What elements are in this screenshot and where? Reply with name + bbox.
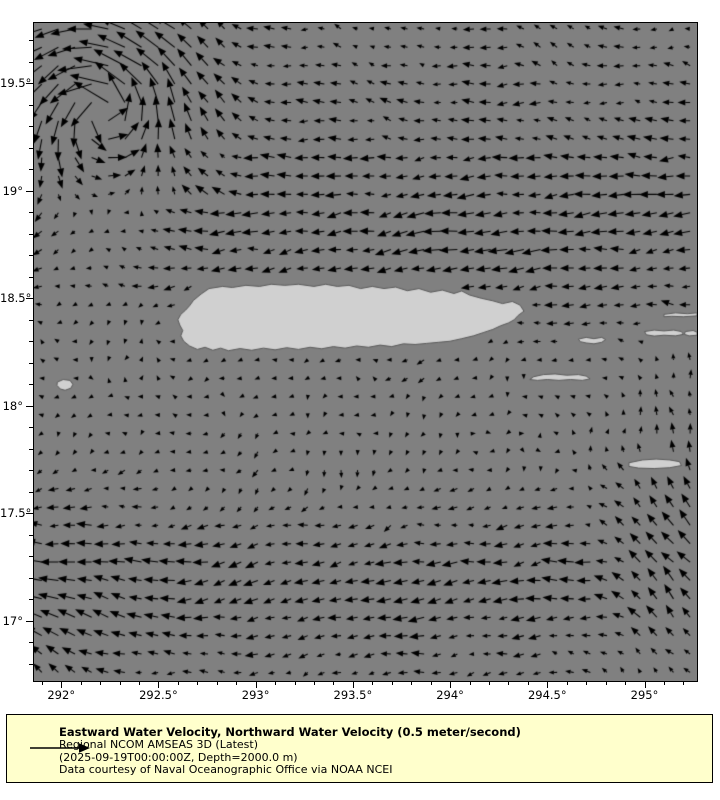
x-minor-tick bbox=[138, 681, 140, 685]
ocean-current-vector-field[interactable] bbox=[34, 23, 697, 681]
y-axis-tick-label: 19.5° bbox=[0, 76, 32, 91]
x-major-tick bbox=[61, 681, 63, 688]
y-minor-tick bbox=[29, 427, 33, 429]
x-minor-tick bbox=[605, 681, 607, 685]
x-minor-tick bbox=[586, 681, 588, 685]
legend-panel: Eastward Water Velocity, Northward Water… bbox=[6, 714, 713, 783]
x-minor-tick bbox=[663, 681, 665, 685]
x-minor-tick bbox=[177, 681, 179, 685]
x-minor-tick bbox=[566, 681, 568, 685]
y-minor-tick bbox=[29, 362, 33, 364]
x-minor-tick bbox=[488, 681, 490, 685]
y-axis-tick-label: 17° bbox=[2, 613, 23, 628]
x-minor-tick bbox=[197, 681, 199, 685]
y-minor-tick bbox=[29, 233, 33, 235]
legend-title: Eastward Water Velocity, Northward Water… bbox=[59, 725, 521, 739]
y-axis-tick-label: 19° bbox=[2, 183, 23, 198]
x-major-tick bbox=[158, 681, 160, 688]
y-minor-tick bbox=[29, 169, 33, 171]
x-minor-tick bbox=[294, 681, 296, 685]
y-major-tick bbox=[26, 83, 33, 85]
x-minor-tick bbox=[372, 681, 374, 685]
x-minor-tick bbox=[625, 681, 627, 685]
y-minor-tick bbox=[29, 663, 33, 665]
x-minor-tick bbox=[275, 681, 277, 685]
y-major-tick bbox=[26, 620, 33, 622]
x-axis-tick-label: 293° bbox=[241, 688, 270, 702]
legend-time-depth-line: (2025-09-19T00:00:00Z, Depth=2000.0 m) bbox=[59, 750, 298, 764]
y-minor-tick bbox=[29, 599, 33, 601]
y-minor-tick bbox=[29, 276, 33, 278]
y-minor-tick bbox=[29, 577, 33, 579]
legend-text-block: Eastward Water Velocity, Northward Water… bbox=[59, 726, 521, 777]
x-minor-tick bbox=[313, 681, 315, 685]
y-minor-tick bbox=[29, 642, 33, 644]
x-minor-tick bbox=[80, 681, 82, 685]
x-minor-tick bbox=[469, 681, 471, 685]
y-minor-tick bbox=[29, 147, 33, 149]
y-minor-tick bbox=[29, 448, 33, 450]
x-minor-tick bbox=[41, 681, 43, 685]
y-minor-tick bbox=[29, 40, 33, 42]
y-axis-tick-label: 18.5° bbox=[0, 291, 32, 306]
x-minor-tick bbox=[508, 681, 510, 685]
y-axis-tick-label: 18° bbox=[2, 398, 23, 413]
reference-vector-arrow-icon bbox=[30, 743, 90, 753]
x-minor-tick bbox=[391, 681, 393, 685]
y-minor-tick bbox=[29, 556, 33, 558]
x-minor-tick bbox=[683, 681, 685, 685]
x-axis-tick-label: 295° bbox=[630, 688, 659, 702]
y-minor-tick bbox=[29, 255, 33, 257]
y-major-tick bbox=[26, 190, 33, 192]
y-major-tick bbox=[26, 513, 33, 515]
x-major-tick bbox=[547, 681, 549, 688]
y-minor-tick bbox=[29, 104, 33, 106]
y-minor-tick bbox=[29, 212, 33, 214]
x-minor-tick bbox=[100, 681, 102, 685]
x-axis-tick-label: 294° bbox=[436, 688, 464, 702]
x-axis-tick-label: 293.5° bbox=[333, 688, 373, 702]
y-minor-tick bbox=[29, 384, 33, 386]
x-minor-tick bbox=[333, 681, 335, 685]
y-minor-tick bbox=[29, 491, 33, 493]
y-minor-tick bbox=[29, 534, 33, 536]
x-major-tick bbox=[644, 681, 646, 688]
legend-attribution-line: Data courtesy of Naval Oceanographic Off… bbox=[59, 763, 393, 777]
x-minor-tick bbox=[236, 681, 238, 685]
x-minor-tick bbox=[216, 681, 218, 685]
y-minor-tick bbox=[29, 126, 33, 128]
y-major-tick bbox=[26, 298, 33, 300]
y-axis-tick-label: 17.5° bbox=[0, 506, 32, 521]
x-axis-tick-label: 294.5° bbox=[527, 688, 567, 702]
y-minor-tick bbox=[29, 61, 33, 63]
x-minor-tick bbox=[411, 681, 413, 685]
x-axis-tick-label: 292.5° bbox=[139, 688, 178, 702]
map-plot-area[interactable] bbox=[33, 22, 698, 682]
y-minor-tick bbox=[29, 341, 33, 343]
y-major-tick bbox=[26, 405, 33, 407]
x-major-tick bbox=[450, 681, 452, 688]
y-minor-tick bbox=[29, 319, 33, 321]
x-major-tick bbox=[255, 681, 257, 688]
x-minor-tick bbox=[527, 681, 529, 685]
x-axis-tick-label: 292° bbox=[47, 688, 76, 702]
y-minor-tick bbox=[29, 470, 33, 472]
x-minor-tick bbox=[119, 681, 121, 685]
x-minor-tick bbox=[430, 681, 432, 685]
legend-dataset-line: Regional NCOM AMSEAS 3D (Latest) bbox=[59, 738, 258, 751]
x-major-tick bbox=[352, 681, 354, 688]
